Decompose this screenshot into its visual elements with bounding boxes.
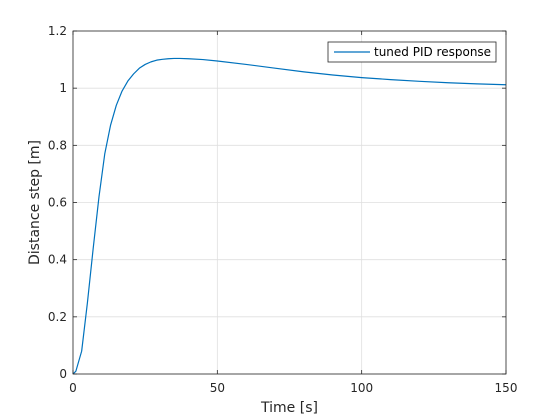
y-tick-label: 0.4 bbox=[48, 253, 67, 267]
x-tick-label: 50 bbox=[210, 381, 225, 395]
ticks bbox=[72, 30, 507, 375]
legend-entry: tuned PID response bbox=[374, 45, 491, 59]
y-tick-label: 0.8 bbox=[48, 138, 67, 152]
y-tick-label: 0.2 bbox=[48, 310, 67, 324]
x-tick-label: 0 bbox=[69, 381, 77, 395]
y-tick-label: 1.2 bbox=[48, 24, 67, 38]
series-line bbox=[72, 57, 507, 375]
y-axis-label: Distance step [m] bbox=[27, 140, 43, 265]
legend-box bbox=[327, 41, 497, 63]
y-tick-label: 0 bbox=[59, 367, 67, 381]
x-tick-label: 100 bbox=[350, 381, 373, 395]
y-tick-label: 1 bbox=[59, 81, 67, 95]
legend: tuned PID response bbox=[327, 41, 497, 63]
y-tick-label: 0.6 bbox=[48, 196, 67, 210]
tick-labels: 0 50 100 150 0 0.2 0.4 0.6 0.8 1 1.2 bbox=[48, 24, 518, 395]
x-axis-label: Time [s] bbox=[260, 400, 318, 416]
series-layer bbox=[72, 57, 507, 375]
x-tick-label: 150 bbox=[495, 381, 518, 395]
